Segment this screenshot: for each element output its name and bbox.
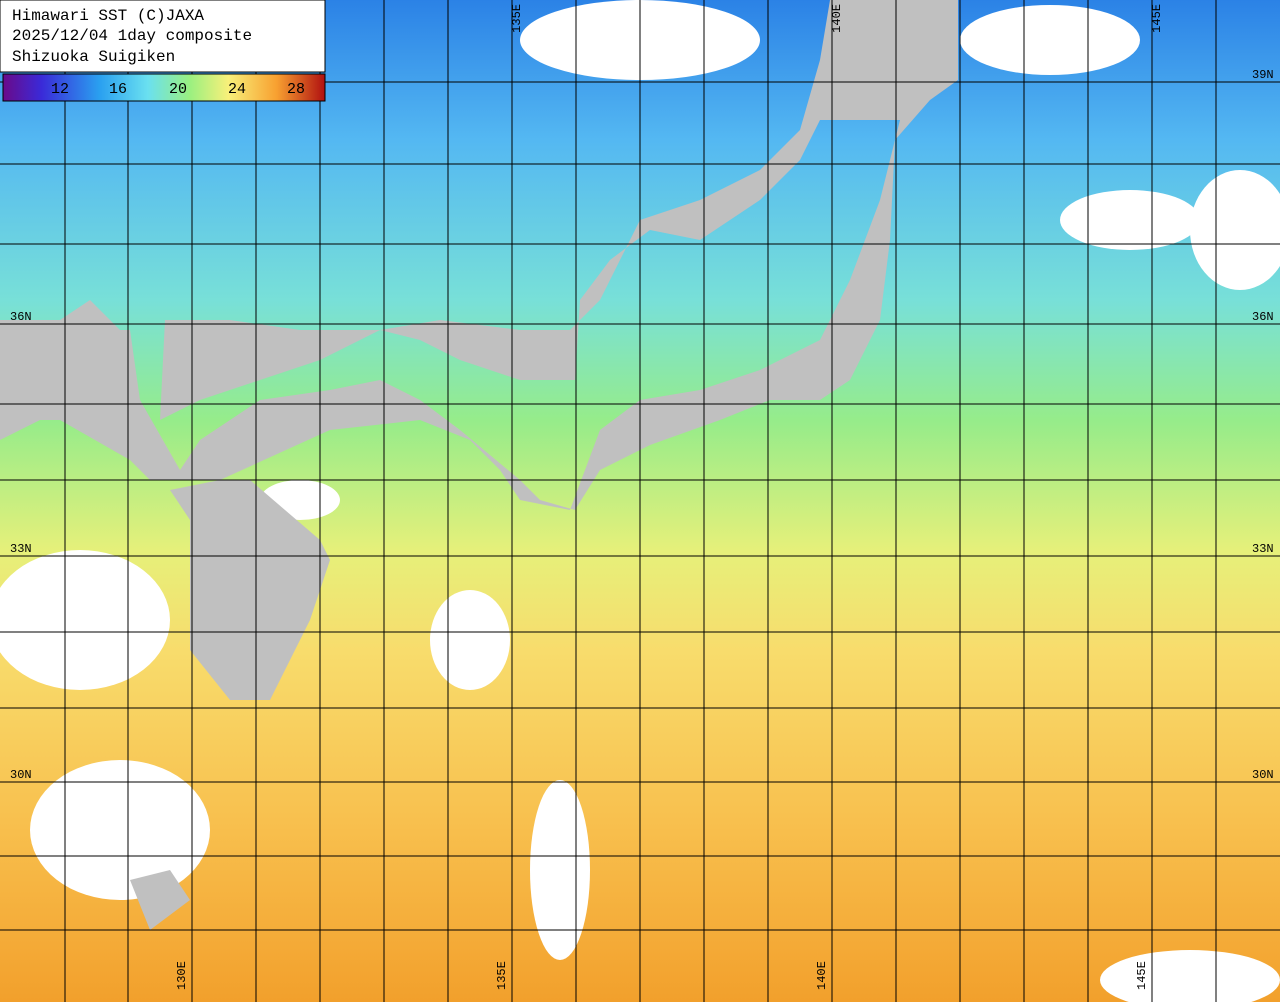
lon-label: 130E [175,961,189,990]
header-line: Shizuoka Suigiken [12,48,175,66]
colorbar-label: 24 [228,81,246,98]
lon-label: 145E [1135,961,1149,990]
lat-label: 39N [1252,68,1274,82]
colorbar-label: 16 [109,81,127,98]
lat-label: 30N [1252,768,1274,782]
labels: 12 16 20 24 28 39N 36N 36N 33N 33N 30N 30N 130E 135E 1… [10,4,1274,990]
colorbar-label: 12 [51,81,69,98]
lat-label: 30N [10,768,32,782]
header-line: Himawari SST (C)JAXA [12,7,204,25]
lon-label: 135E [510,4,524,33]
header-line: 2025/12/04 1day composite [12,27,252,45]
lon-label: 140E [815,961,829,990]
lon-label: 145E [1150,4,1164,33]
lat-label: 36N [10,310,32,324]
header-box [0,0,326,73]
lat-label: 33N [1252,542,1274,556]
colorbar [2,73,326,102]
colorbar-label: 20 [169,81,187,98]
lon-label: 135E [495,961,509,990]
lat-label: 36N [1252,310,1274,324]
lat-label: 33N [10,542,32,556]
lon-label: 140E [830,4,844,33]
colorbar-label: 28 [287,81,305,98]
